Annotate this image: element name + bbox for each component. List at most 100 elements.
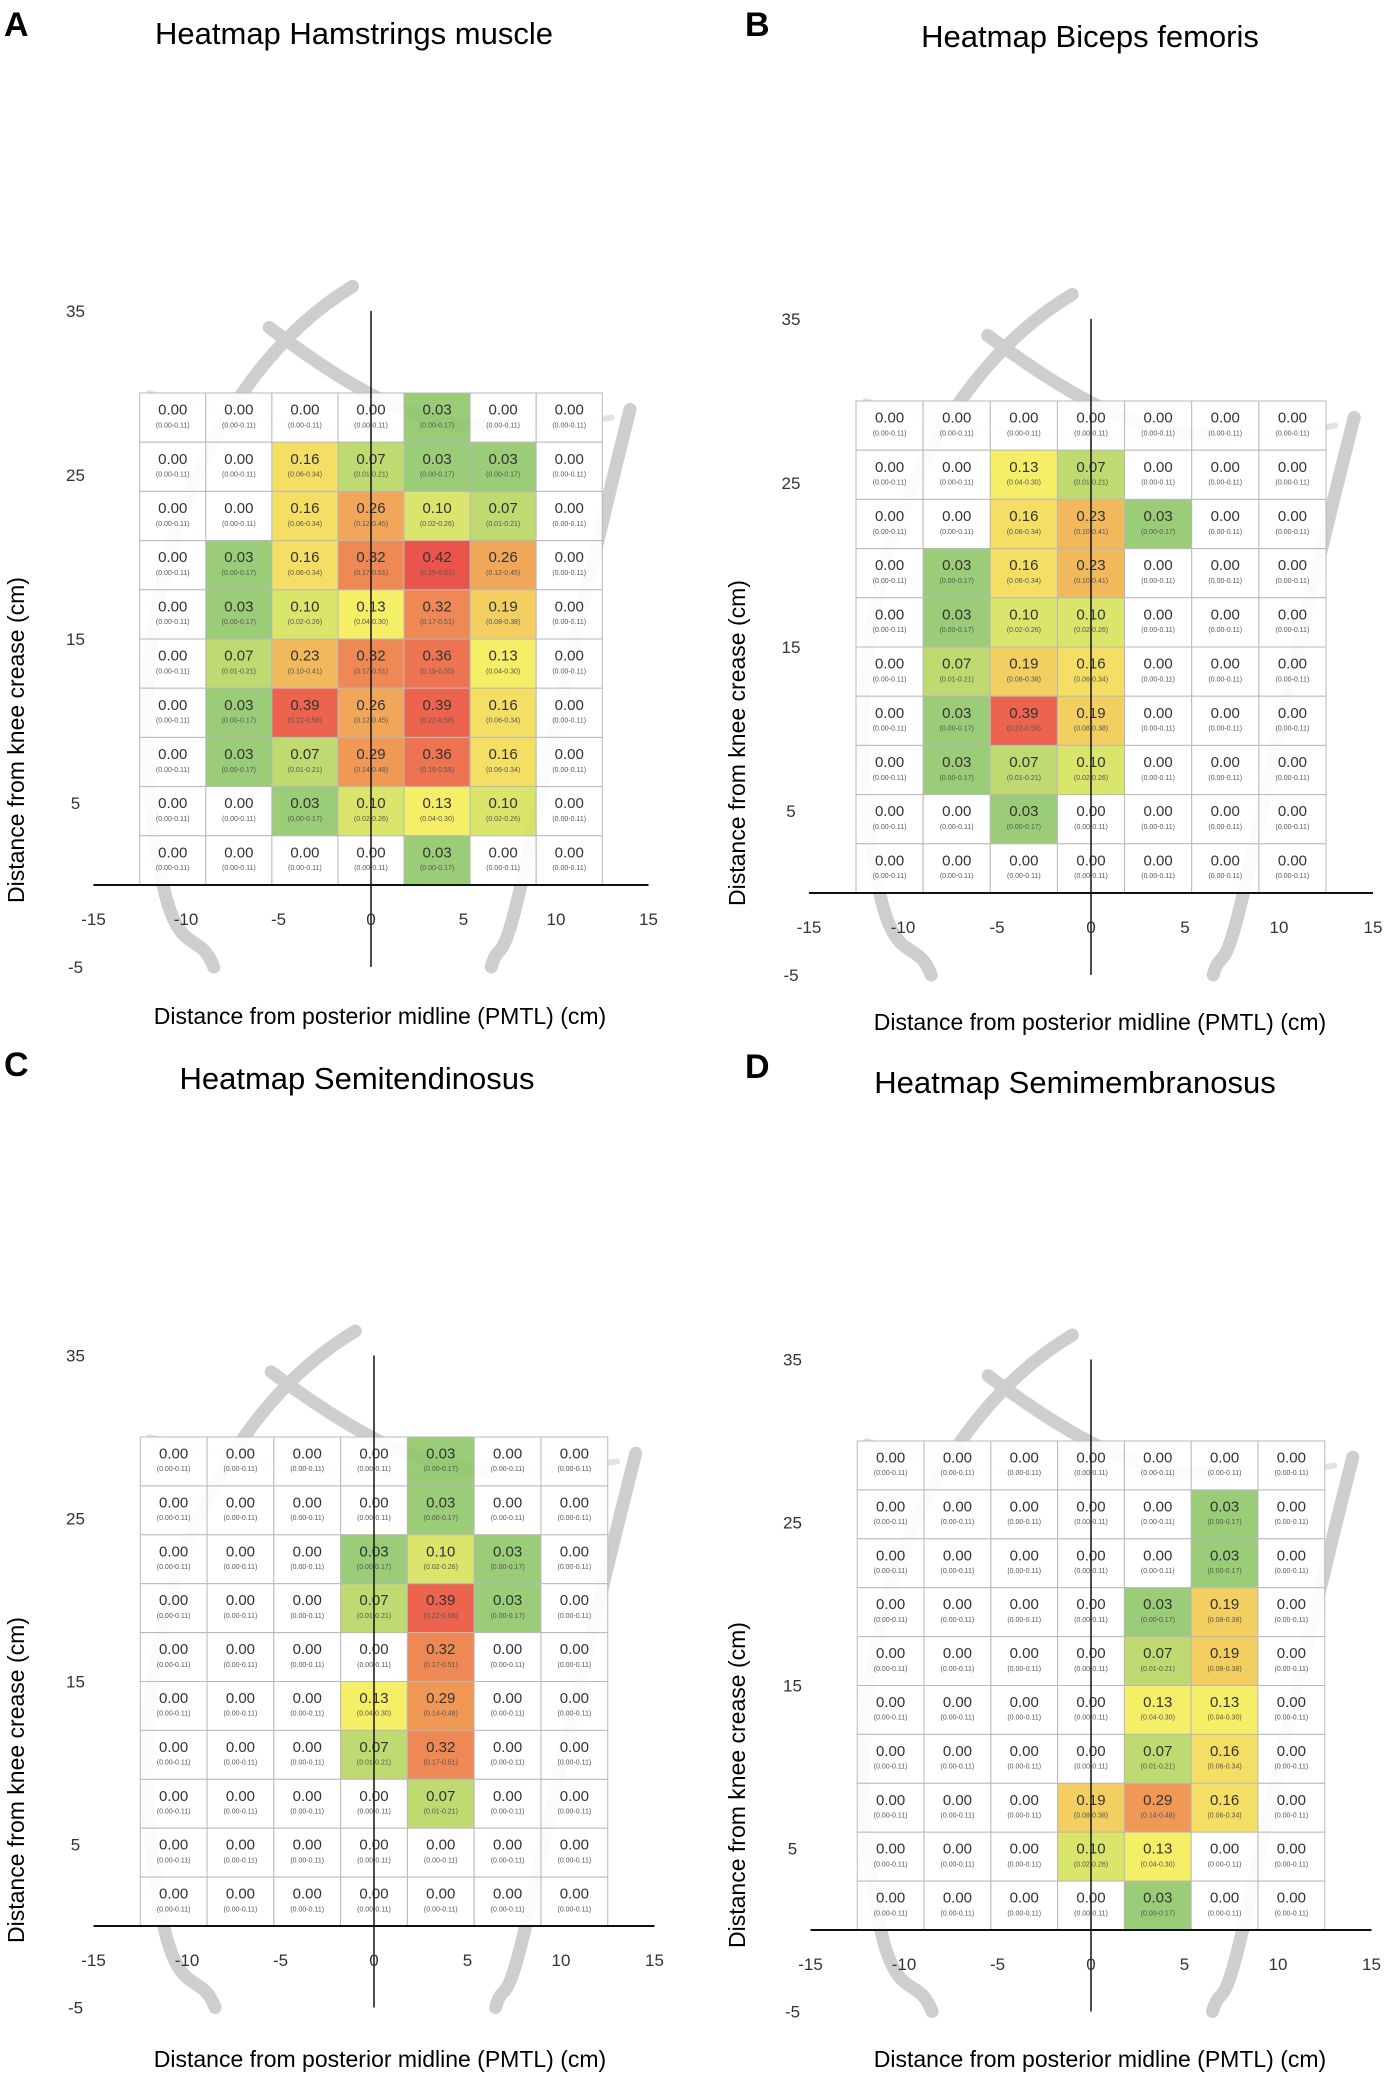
cell-fill bbox=[990, 1685, 1059, 1735]
cell-value-label: 0.03 bbox=[426, 1446, 455, 1463]
cell-ci-label: (0.00-0.11) bbox=[288, 422, 322, 429]
cell-value-label: 0.13 bbox=[1143, 1694, 1172, 1711]
heatmap-cell: 0.00 (0.00-0.11) bbox=[540, 1876, 609, 1927]
heatmap-cell: 0.00 (0.00-0.11) bbox=[989, 843, 1058, 894]
cell-ci-label: (0.22-0.58) bbox=[420, 718, 454, 725]
heatmap-cell: 0.00 (0.00-0.11) bbox=[923, 1489, 992, 1540]
heatmap-cell: 0.00 (0.00-0.11) bbox=[139, 1485, 208, 1536]
heatmap-cell: 0.00 (0.00-0.11) bbox=[473, 1485, 542, 1536]
cell-value-label: 0.32 bbox=[422, 598, 451, 615]
chart-title: Heatmap Semimembranosus bbox=[874, 1065, 1275, 1100]
cell-value-label: 0.00 bbox=[876, 1743, 905, 1760]
cell-ci-label: (0.00-0.11) bbox=[290, 1466, 324, 1473]
cell-value-label: 0.00 bbox=[943, 1547, 972, 1564]
cell-ci-label: (0.00-0.11) bbox=[491, 1809, 525, 1816]
cell-ci-label: (0.14-0.48) bbox=[424, 1711, 458, 1718]
heatmap-cell: 0.00 (0.00-0.11) bbox=[1257, 1733, 1326, 1784]
heatmap-cell: 0.00 (0.00-0.11) bbox=[856, 1880, 925, 1931]
cell-ci-label: (0.00-0.11) bbox=[941, 1861, 975, 1868]
heatmap-cell: 0.00 (0.00-0.11) bbox=[535, 638, 603, 689]
cell-value-label: 0.00 bbox=[293, 1837, 322, 1854]
cell-fill bbox=[206, 1729, 275, 1780]
cell-ci-label: (0.00-0.11) bbox=[1208, 627, 1242, 634]
cell-fill bbox=[271, 835, 339, 886]
cell-ci-label: (0.00-0.11) bbox=[157, 1760, 191, 1767]
heatmap-cell: 0.03 (0.00-0.17) bbox=[922, 548, 991, 599]
heatmap-cell: 0.03 (0.00-0.17) bbox=[473, 1534, 542, 1585]
heatmap-cell: 0.00 (0.00-0.11) bbox=[206, 1583, 275, 1634]
y-tick-label: 35 bbox=[66, 302, 85, 321]
x-tick-label: -10 bbox=[891, 918, 916, 937]
cell-ci-label: (0.00-0.11) bbox=[1007, 1715, 1041, 1722]
cell-ci-label: (0.00-0.11) bbox=[156, 521, 190, 528]
heatmap-cell: 0.00 (0.00-0.11) bbox=[1258, 449, 1327, 500]
cell-value-label: 0.16 bbox=[1009, 557, 1038, 574]
cell-value-label: 0.00 bbox=[876, 1450, 905, 1467]
cell-ci-label: (0.00-0.11) bbox=[1141, 873, 1175, 880]
cell-value-label: 0.00 bbox=[876, 1792, 905, 1809]
cell-fill bbox=[1123, 1538, 1192, 1589]
cell-value-label: 0.00 bbox=[1211, 705, 1240, 722]
cell-ci-label: (0.00-0.11) bbox=[552, 718, 586, 725]
heatmap-cell: 0.07 (0.01-0.21) bbox=[271, 736, 339, 788]
cell-ci-label: (0.04-0.30) bbox=[1141, 1861, 1175, 1868]
heatmap-cell: 0.00 (0.00-0.11) bbox=[1191, 695, 1260, 746]
cell-ci-label: (0.00-0.11) bbox=[224, 1809, 258, 1816]
cell-ci-label: (0.00-0.11) bbox=[491, 1906, 525, 1913]
heatmap-cell: 0.00 (0.00-0.11) bbox=[1191, 548, 1260, 599]
heatmap-grid: 0.00 (0.00-0.11) 0.00 (0.00-0.11) 0.00 (0.00-… bbox=[139, 392, 603, 886]
cell-value-label: 0.00 bbox=[159, 1690, 188, 1707]
x-tick-label: 5 bbox=[463, 1951, 472, 1970]
cell-fill bbox=[473, 1632, 542, 1682]
cell-ci-label: (0.01-0.21) bbox=[486, 521, 520, 528]
y-axis-label: Distance from knee crease (cm) bbox=[724, 580, 750, 906]
cell-ci-label: (0.00-0.11) bbox=[156, 422, 190, 429]
cell-ci-label: (0.00-0.11) bbox=[222, 521, 256, 528]
cell-ci-label: (0.00-0.11) bbox=[552, 619, 586, 626]
cell-fill bbox=[1257, 1782, 1326, 1833]
cell-value-label: 0.00 bbox=[1278, 705, 1307, 722]
cell-ci-label: (0.02-0.26) bbox=[288, 619, 322, 626]
cell-fill bbox=[273, 1436, 342, 1487]
cell-fill bbox=[139, 441, 207, 492]
cell-ci-label: (0.00-0.11) bbox=[1007, 1666, 1041, 1673]
y-tick-label: 25 bbox=[783, 1514, 802, 1533]
cell-fill bbox=[1257, 1880, 1326, 1931]
heatmap-cell: 0.00 (0.00-0.11) bbox=[139, 1778, 208, 1829]
cell-ci-label: (0.00-0.17) bbox=[222, 767, 256, 774]
cell-ci-label: (0.00-0.11) bbox=[156, 767, 190, 774]
cell-ci-label: (0.00-0.11) bbox=[1141, 627, 1175, 634]
heatmap-cell: 0.00 (0.00-0.11) bbox=[1191, 744, 1260, 796]
cell-ci-label: (0.00-0.11) bbox=[424, 1857, 458, 1864]
cell-ci-label: (0.00-0.11) bbox=[552, 865, 586, 872]
cell-ci-label: (0.00-0.11) bbox=[552, 521, 586, 528]
heatmap-cell: 0.00 (0.00-0.11) bbox=[205, 786, 273, 837]
cell-value-label: 0.16 bbox=[1009, 508, 1038, 525]
cell-fill bbox=[403, 441, 471, 492]
cell-fill bbox=[473, 1778, 542, 1829]
cell-value-label: 0.00 bbox=[942, 852, 971, 869]
cell-value-label: 0.00 bbox=[159, 1494, 188, 1511]
cell-value-label: 0.00 bbox=[293, 1690, 322, 1707]
cell-fill bbox=[403, 835, 471, 886]
cell-ci-label: (0.00-0.11) bbox=[1274, 1470, 1308, 1477]
cell-fill bbox=[273, 1778, 342, 1829]
heatmap-cell: 0.32 (0.17-0.51) bbox=[406, 1729, 475, 1780]
heatmap-cell: 0.00 (0.00-0.11) bbox=[206, 1827, 275, 1878]
heatmap-cell: 0.00 (0.00-0.11) bbox=[855, 744, 924, 796]
cell-ci-label: (0.00-0.11) bbox=[1274, 1861, 1308, 1868]
heatmap-cell: 0.00 (0.00-0.11) bbox=[273, 1485, 342, 1536]
cell-fill bbox=[469, 589, 537, 640]
x-tick-label: -5 bbox=[989, 918, 1004, 937]
heatmap-cell: 0.00 (0.00-0.11) bbox=[1258, 794, 1327, 845]
cell-ci-label: (0.17-0.51) bbox=[424, 1662, 458, 1669]
cell-value-label: 0.07 bbox=[426, 1788, 455, 1805]
cell-fill bbox=[990, 1538, 1059, 1589]
cell-ci-label: (0.00-0.17) bbox=[222, 570, 256, 577]
heatmap-cell: 0.29 (0.14-0.48) bbox=[1123, 1782, 1192, 1833]
cell-ci-label: (0.19-0.55) bbox=[420, 668, 454, 675]
cell-fill bbox=[473, 1681, 542, 1731]
heatmap-cell: 0.00 (0.00-0.11) bbox=[855, 498, 924, 550]
cell-fill bbox=[1257, 1733, 1326, 1784]
cell-fill bbox=[1190, 1489, 1259, 1540]
